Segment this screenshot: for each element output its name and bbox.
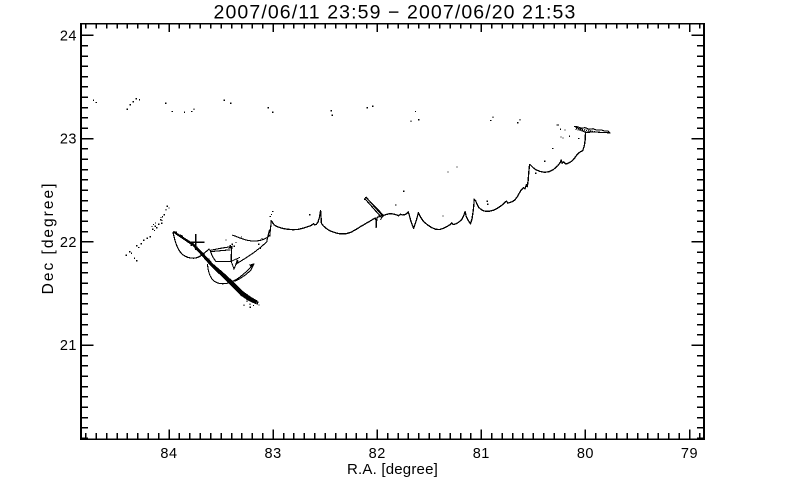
- svg-text:82: 82: [369, 446, 386, 462]
- svg-text:83: 83: [265, 446, 282, 462]
- svg-text:24: 24: [60, 28, 77, 44]
- svg-text:Dec [degree]: Dec [degree]: [40, 182, 57, 295]
- svg-text:84: 84: [160, 446, 177, 462]
- svg-text:81: 81: [473, 446, 490, 462]
- svg-text:23: 23: [60, 132, 77, 148]
- svg-text:80: 80: [577, 446, 594, 462]
- svg-text:22: 22: [60, 235, 77, 251]
- svg-text:2007/06/11 23:59 − 2007/06/20: 2007/06/11 23:59 − 2007/06/20 21:53: [214, 2, 577, 24]
- svg-text:R.A. [degree]: R.A. [degree]: [347, 461, 438, 478]
- svg-text:79: 79: [681, 446, 698, 462]
- svg-text:21: 21: [60, 338, 77, 354]
